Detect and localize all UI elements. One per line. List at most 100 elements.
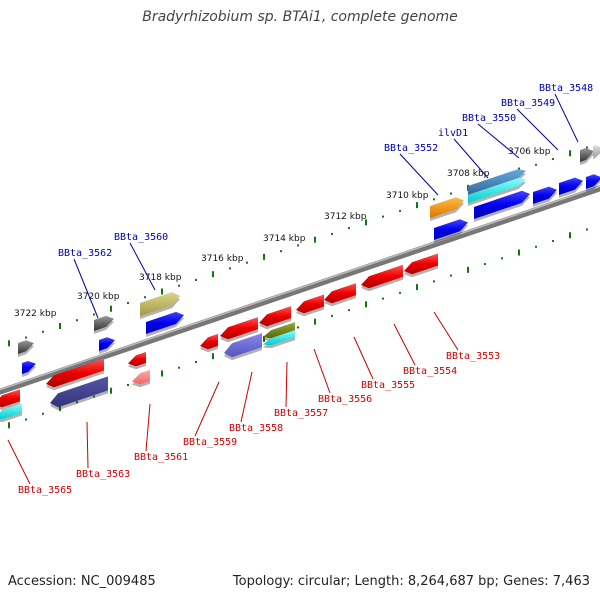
- reverse-leader-line: [353, 336, 374, 380]
- reverse-gene-label[interactable]: BBta_3559: [183, 437, 237, 448]
- genome-backbone: [0, 185, 600, 395]
- ruler-tick: [178, 366, 180, 369]
- ruler-tick: [416, 202, 418, 209]
- forward-gene-arrow[interactable]: [18, 340, 34, 354]
- reverse-gene-label[interactable]: BBta_3555: [361, 380, 415, 391]
- ruler-tick: [314, 318, 316, 325]
- reverse-gene-arrow[interactable]: [220, 317, 258, 340]
- ruler-tick: [433, 198, 435, 201]
- ruler-tick: [93, 313, 95, 316]
- reverse-gene-label[interactable]: BBta_3553: [446, 351, 500, 362]
- forward-gene-arrow[interactable]: [593, 145, 600, 156]
- forward-gene-label[interactable]: BBta_3548: [539, 83, 593, 94]
- forward-gene-track: [18, 145, 600, 377]
- ruler-tick: [382, 215, 384, 218]
- reverse-gene-arrow[interactable]: [361, 264, 403, 289]
- reverse-gene-label[interactable]: BBta_3561: [134, 452, 188, 463]
- genome-backbone-highlight: [0, 185, 600, 391]
- reverse-gene-label[interactable]: BBta_3556: [318, 394, 372, 405]
- ruler-tick: [433, 280, 435, 283]
- kbp-tick-label: 3706 kbp: [508, 147, 551, 157]
- reverse-gene-arrow[interactable]: [259, 306, 291, 327]
- kbp-tick-label: 3722 kbp: [14, 309, 57, 319]
- ruler-tick: [314, 236, 316, 243]
- ruler-tick: [348, 227, 350, 230]
- forward-gene-label[interactable]: BBta_3550: [462, 113, 516, 124]
- ruler-tick: [569, 232, 571, 239]
- reverse-gene-arrow[interactable]: [0, 403, 22, 420]
- ruler-tick: [59, 323, 61, 330]
- ruler-tick: [25, 418, 27, 421]
- ruler-tick: [127, 301, 129, 304]
- forward-gene-label[interactable]: BBta_3549: [501, 98, 555, 109]
- kbp-tick-label: 3710 kbp: [386, 191, 429, 201]
- ruler-tick: [212, 271, 214, 278]
- ruler-tick: [450, 274, 452, 277]
- forward-gene-arrow[interactable]: [430, 197, 464, 218]
- reverse-gene-arrow[interactable]: [132, 369, 150, 385]
- kbp-tick-label: 3712 kbp: [324, 212, 367, 222]
- forward-gene-label[interactable]: BBta_3552: [384, 143, 438, 154]
- ruler-tick: [195, 278, 197, 281]
- ruler-tick: [110, 387, 112, 394]
- reverse-leader-line: [285, 361, 288, 408]
- forward-gene-arrow[interactable]: [468, 178, 526, 203]
- forward-leader-line: [73, 258, 99, 319]
- forward-gene-arrow[interactable]: [22, 360, 36, 374]
- reverse-gene-arrow[interactable]: [128, 351, 146, 367]
- reverse-gene-arrow[interactable]: [46, 358, 104, 388]
- reverse-leader-line: [393, 323, 416, 366]
- forward-gene-arrow[interactable]: [559, 177, 583, 195]
- forward-gene-arrow[interactable]: [533, 186, 557, 204]
- forward-gene-label[interactable]: ilvD1: [438, 128, 468, 139]
- ruler-tick: [8, 340, 10, 347]
- ruler-tick: [552, 158, 554, 161]
- ruler-tick: [8, 422, 10, 429]
- forward-gene-arrow[interactable]: [474, 190, 530, 219]
- gene-labels: BBta_3548BBta_3549BBta_3550ilvD1BBta_355…: [18, 83, 593, 496]
- ruler-tick: [246, 261, 248, 264]
- forward-gene-arrow[interactable]: [140, 292, 180, 316]
- reverse-gene-arrow[interactable]: [263, 330, 295, 346]
- kbp-tick-label: 3716 kbp: [201, 254, 244, 264]
- forward-gene-arrow[interactable]: [586, 174, 600, 189]
- reverse-gene-label[interactable]: BBta_3558: [229, 423, 283, 434]
- forward-leader-line: [516, 108, 559, 151]
- forward-gene-arrow[interactable]: [580, 147, 594, 162]
- forward-gene-arrow[interactable]: [94, 315, 114, 331]
- reverse-gene-label[interactable]: BBta_3557: [274, 408, 328, 419]
- reverse-gene-arrow[interactable]: [296, 294, 324, 314]
- reverse-gene-arrow[interactable]: [324, 283, 356, 304]
- forward-gene-arrow[interactable]: [434, 219, 468, 240]
- ruler-tick: [467, 266, 469, 273]
- forward-gene-label[interactable]: BBta_3562: [58, 248, 112, 259]
- ruler-tick: [280, 250, 282, 253]
- reverse-gene-arrow[interactable]: [404, 253, 438, 275]
- forward-gene-label[interactable]: BBta_3560: [114, 232, 168, 243]
- ruler-tick: [42, 412, 44, 415]
- ruler-tick: [331, 314, 333, 317]
- ruler-tick: [76, 319, 78, 322]
- reverse-leader-line: [7, 439, 31, 485]
- forward-gene-arrow[interactable]: [468, 169, 526, 195]
- reverse-gene-arrow[interactable]: [200, 333, 218, 350]
- reverse-gene-arrow[interactable]: [0, 389, 20, 408]
- reverse-gene-label[interactable]: BBta_3563: [76, 469, 130, 480]
- ruler-tick: [229, 267, 231, 270]
- reverse-gene-arrow[interactable]: [50, 376, 108, 408]
- forward-gene-arrow[interactable]: [146, 311, 184, 334]
- reverse-gene-arrow[interactable]: [263, 322, 295, 339]
- ruler-tick: [144, 296, 146, 299]
- ruler-tick: [586, 146, 588, 149]
- reverse-gene-arrow[interactable]: [224, 333, 262, 358]
- reverse-gene-label[interactable]: BBta_3554: [403, 366, 457, 377]
- ruler-tick: [93, 395, 95, 398]
- kbp-tick-label: 3718 kbp: [139, 273, 182, 283]
- reverse-leader-line: [313, 348, 331, 394]
- ruler-tick: [297, 244, 299, 247]
- forward-leader-line: [399, 153, 439, 196]
- ruler-tick: [399, 209, 401, 212]
- topology-summary: Topology: circular; Length: 8,264,687 bp…: [232, 574, 590, 589]
- reverse-gene-label[interactable]: BBta_3565: [18, 485, 72, 496]
- forward-gene-arrow[interactable]: [99, 337, 115, 351]
